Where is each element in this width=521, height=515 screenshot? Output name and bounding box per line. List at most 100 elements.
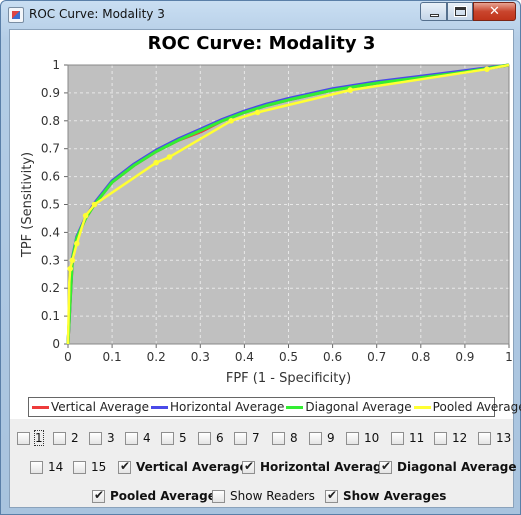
data-point-pooled-average [484,66,490,72]
show-readers-checkbox[interactable]: Show Readers [212,489,315,503]
chart-legend: Vertical Average Horizontal Average Diag… [28,397,521,417]
checkbox-box[interactable] [234,431,247,445]
maximize-button[interactable] [447,2,473,21]
x-tick-label: 0.4 [235,350,254,364]
reader-checkbox-8[interactable]: 8 [272,431,298,445]
checkbox-box[interactable] [118,459,131,474]
y-tick-label: 0.4 [41,225,60,239]
checkbox-label: 4 [143,431,151,445]
checkbox-box[interactable] [125,431,138,445]
checkbox-box[interactable] [346,431,359,445]
chart-title: ROC Curve: Modality 3 [147,33,376,54]
data-point-pooled-average [166,154,173,160]
data-point-pooled-average [74,240,80,247]
close-icon: ✕ [489,4,500,19]
reader-checkbox-3[interactable]: 3 [89,431,115,445]
checkbox-label: Vertical Average [136,460,248,474]
reader-checkbox-9[interactable]: 9 [309,431,335,445]
legend-item-vertical: Vertical Average [32,400,149,414]
checkbox-box[interactable] [73,460,86,474]
y-tick-label: 0.9 [41,86,60,100]
show-averages-checkbox[interactable]: Show Averages [325,488,446,503]
title-bar[interactable]: ROC Curve: Modality 3 ✕ [1,1,520,29]
legend-swatch-vertical [32,405,49,409]
x-tick-label: 0.1 [103,350,122,364]
legend-label-horizontal: Horizontal Average [170,400,285,414]
checkbox-label: 1 [34,430,44,446]
checkbox-box[interactable] [198,431,211,445]
checkbox-box[interactable] [325,488,338,503]
data-point-pooled-average [67,265,74,272]
checkbox-box[interactable] [272,431,285,445]
checkbox-box[interactable] [30,460,43,474]
checkbox-label: 6 [216,431,224,445]
y-tick-label: 0.5 [41,198,60,212]
y-axis-label: TPF (Sensitivity) [20,152,35,258]
checkbox-label: 14 [48,460,64,474]
data-point-pooled-average [69,257,76,264]
data-point-pooled-average [228,118,234,124]
reader-checkbox-11[interactable]: 11 [391,431,424,445]
checkbox-label: 8 [290,431,298,445]
checkbox-label: Diagonal Average [397,460,517,474]
checkbox-label: 5 [179,431,187,445]
checkbox-box[interactable] [89,431,102,445]
checkbox-label: Pooled Average [110,489,216,503]
legend-item-horizontal: Horizontal Average [151,400,284,414]
y-tick-label: 0.7 [41,142,60,156]
checkbox-box[interactable] [92,488,105,503]
y-tick-label: 0.3 [41,253,60,267]
y-tick-label: 0 [52,337,60,351]
checkbox-box[interactable] [53,431,66,445]
data-point-pooled-average [153,159,159,166]
checkbox-box[interactable] [478,431,491,445]
checkbox-box[interactable] [391,431,404,445]
x-tick-label: 0.9 [455,350,474,364]
close-button[interactable]: ✕ [473,2,516,21]
reader-checkbox-12[interactable]: 12 [434,431,467,445]
legend-swatch-pooled [413,405,431,409]
horizontal-average-checkbox[interactable]: Horizontal Average [242,459,390,474]
window-title: ROC Curve: Modality 3 [29,7,165,21]
reader-checkbox-10[interactable]: 10 [346,431,379,445]
reader-checkbox-1[interactable]: 1 [17,430,44,446]
legend-swatch-diagonal [286,405,304,409]
reader-checkbox-14[interactable]: 14 [30,460,63,474]
reader-checkbox-13[interactable]: 13 [478,431,511,445]
x-tick-label: 0.8 [411,350,430,364]
checkbox-box[interactable] [212,489,225,503]
minimize-button[interactable] [420,2,447,21]
reader-checkbox-4[interactable]: 4 [125,431,151,445]
y-tick-label: 0.6 [41,170,60,184]
reader-checkbox-2[interactable]: 2 [53,431,79,445]
maximize-icon [454,6,467,17]
checkbox-box[interactable] [161,431,174,445]
legend-label-diagonal: Diagonal Average [305,400,412,414]
checkbox-label: 12 [452,431,468,445]
data-point-pooled-average [347,87,354,93]
x-tick-label: 1 [505,350,513,364]
legend-label-pooled: Pooled Average [432,400,521,414]
data-point-pooled-average [91,201,98,208]
checkbox-box[interactable] [309,431,322,445]
checkbox-box[interactable] [242,459,255,474]
pooled-average-checkbox[interactable]: Pooled Average [92,488,216,503]
diagonal-average-checkbox[interactable]: Diagonal Average [379,459,517,474]
reader-checkbox-15[interactable]: 15 [73,460,106,474]
x-tick-label: 0.6 [323,350,342,364]
checkbox-label: 13 [496,431,512,445]
vertical-average-checkbox[interactable]: Vertical Average [118,459,248,474]
checkbox-box[interactable] [434,431,447,445]
reader-checkbox-5[interactable]: 5 [161,431,187,445]
checkbox-box[interactable] [17,431,30,445]
checkbox-label: Horizontal Average [260,460,390,474]
series-line-diagonal-average [66,63,510,345]
reader-checkbox-7[interactable]: 7 [234,431,260,445]
roc-plot: 0 0.1 0.2 0.3 0.4 0.5 0.6 0.7 0.8 0.9 1 0 0.1 0.2 0.3 0… [20,58,513,386]
checkbox-label: 2 [71,431,79,445]
checkbox-label: 9 [327,431,335,445]
checkbox-box[interactable] [379,459,392,474]
y-tick-label: 1 [52,58,60,72]
reader-checkbox-6[interactable]: 6 [198,431,224,445]
